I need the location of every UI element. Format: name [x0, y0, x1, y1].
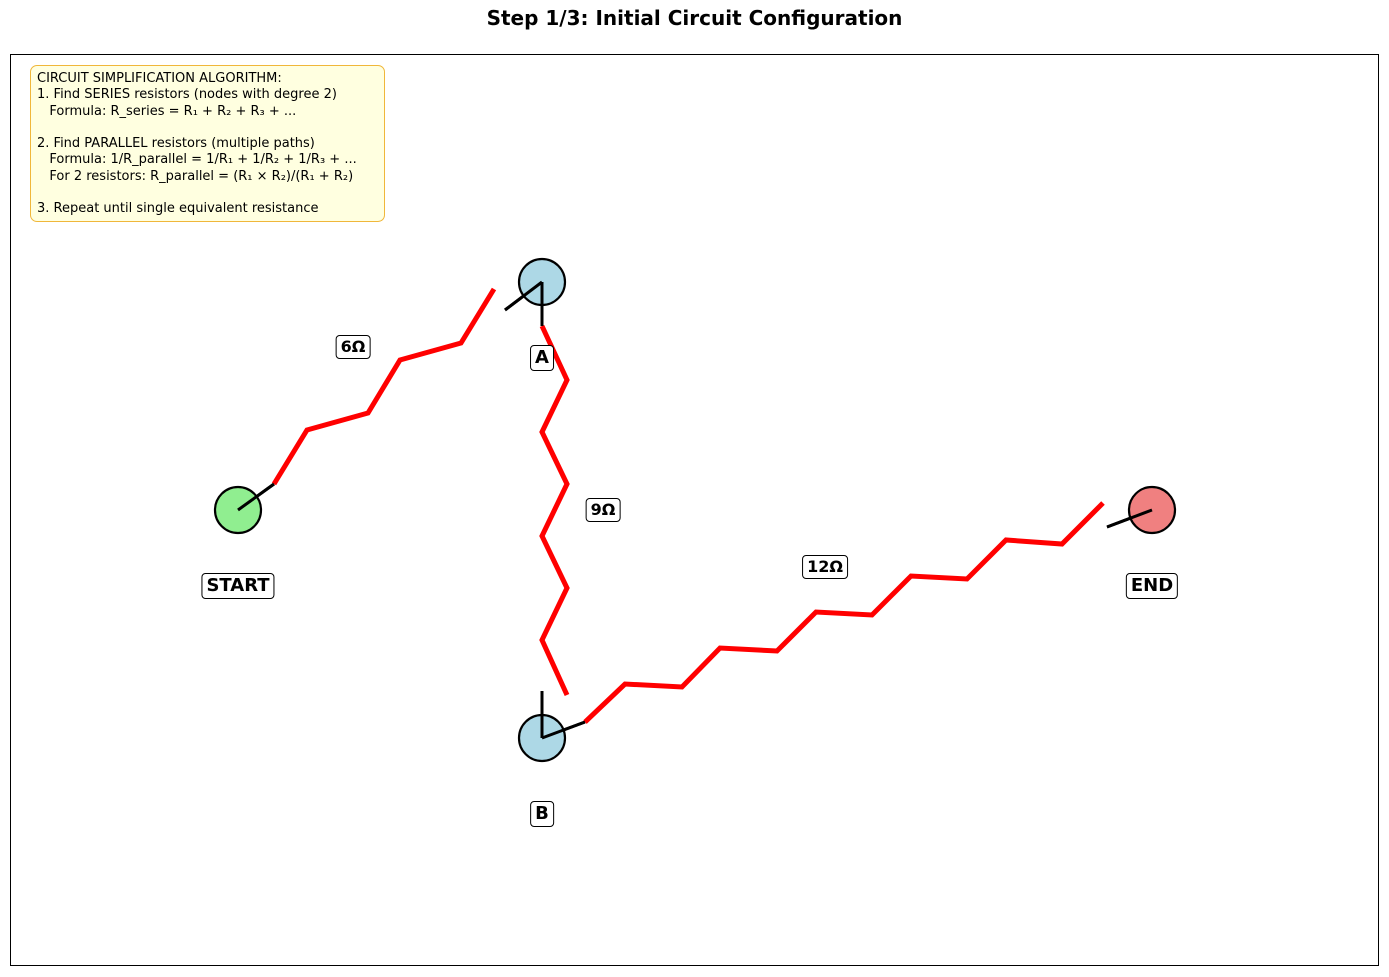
- node-label-b: B: [530, 801, 554, 827]
- resistor-label-6ohm: 6Ω: [335, 335, 371, 359]
- algorithm-line: Formula: 1/R_parallel = 1/R₁ + 1/R₂ + 1/…: [37, 152, 357, 168]
- algorithm-line: 2. Find PARALLEL resistors (multiple pat…: [37, 136, 315, 152]
- resistor-label-9ohm: 9Ω: [585, 498, 621, 522]
- algorithm-line: CIRCUIT SIMPLIFICATION ALGORITHM:: [37, 71, 282, 86]
- resistor-6ohm: [271, 287, 497, 486]
- algorithm-line: For 2 resistors: R_parallel = (R₁ × R₂)/…: [37, 168, 354, 184]
- algorithm-line: 3. Repeat until single equivalent resist…: [37, 201, 319, 217]
- node-label-start: START: [201, 573, 275, 599]
- plot-frame: [10, 54, 1379, 966]
- diagram-title: Step 1/3: Initial Circuit Configuration: [486, 6, 903, 30]
- resistor-12ohm: [583, 501, 1105, 724]
- resistor-label-12ohm: 12Ω: [802, 555, 848, 579]
- algorithm-line: Formula: R_series = R₁ + R₂ + R₃ + ...: [37, 103, 297, 119]
- wire-segment: [237, 482, 275, 512]
- node-label-a: A: [530, 345, 554, 371]
- wire-segment: [504, 280, 543, 312]
- algorithm-line: 1. Find SERIES resistors (nodes with deg…: [37, 87, 337, 103]
- algorithm-info-box: CIRCUIT SIMPLIFICATION ALGORITHM: 1. Fin…: [30, 65, 385, 222]
- wire-segment: [1106, 508, 1153, 529]
- node-label-end: END: [1125, 573, 1179, 599]
- resistor-9ohm: [539, 324, 570, 697]
- wire-segment: [541, 720, 586, 740]
